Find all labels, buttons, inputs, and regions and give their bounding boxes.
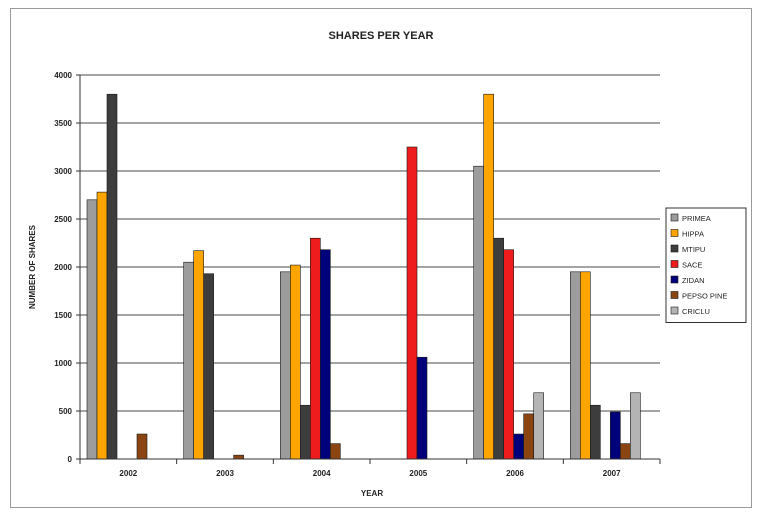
y-tick-label: 2500 [54, 215, 72, 224]
bar-hippa-2003 [193, 250, 204, 460]
bar-primea-2002 [86, 199, 98, 460]
bar-pepso-pine-2003 [233, 454, 244, 460]
x-tick-label: 2005 [409, 469, 427, 478]
legend-label: HIPPA [682, 230, 704, 239]
legend-swatch [670, 260, 679, 268]
legend-box [665, 207, 747, 323]
legend-label: MTIPU [682, 245, 705, 254]
legend-label: ZIDAN [682, 276, 705, 285]
chart-title: SHARES PER YEAR [329, 30, 434, 42]
x-tick-label: 2006 [506, 469, 524, 478]
x-tick-label: 2004 [313, 469, 331, 478]
legend-swatch [670, 275, 679, 284]
bars [86, 93, 641, 460]
bar-zidan-2006 [513, 433, 524, 460]
bar-primea-2004 [280, 271, 291, 460]
bar-criclu-2007 [630, 392, 641, 460]
gridlines [76, 74, 660, 460]
bar-mtipu-2007 [590, 404, 601, 460]
x-tick-label: 2002 [119, 469, 137, 478]
bar-zidan-2004 [320, 249, 331, 460]
legend-label: SACE [682, 261, 702, 270]
x-tick-label: 2007 [603, 469, 621, 478]
bar-zidan-2007 [610, 411, 621, 460]
bar-zidan-2005 [416, 356, 428, 460]
legend-label: PEPSO PINE [682, 292, 727, 301]
bar-sace-2004 [310, 237, 321, 460]
bar-sace-2006 [503, 249, 514, 460]
bar-primea-2003 [183, 261, 194, 460]
legend: PRIMEA HIPPA MTIPU SACE ZIDAN PEPSO PINE CRICL… [665, 207, 747, 323]
legend-swatch [670, 306, 679, 315]
bar-hippa-2002 [96, 191, 108, 460]
bar-criclu-2006 [533, 392, 544, 460]
legend-label: PRIMEA [682, 214, 711, 223]
bar-primea-2007 [570, 271, 581, 460]
legend-swatch [670, 291, 679, 299]
bar-pepso-pine-2006 [523, 413, 534, 460]
legend-swatch [670, 213, 679, 222]
bar-pepso-pine-2004 [330, 443, 341, 460]
y-tick-label: 0 [68, 455, 73, 464]
y-tick-label: 1500 [54, 311, 72, 320]
y-tick-label: 500 [59, 407, 73, 416]
y-tick-label: 4000 [54, 71, 72, 80]
bar-pepso-pine-2007 [620, 443, 631, 460]
legend-label: CRICLU [682, 307, 710, 316]
x-tick-label: 2003 [216, 469, 234, 478]
x-tick-labels: 2002 2003 2004 2005 2006 2007 [119, 469, 621, 478]
y-tick-label: 2000 [54, 263, 72, 272]
y-tick-label: 1000 [54, 359, 72, 368]
y-tick-label: 3000 [54, 167, 72, 176]
bar-mtipu-2003 [203, 273, 214, 460]
bar-primea-2006 [473, 165, 484, 460]
y-tick-labels: 0 500 1000 1500 2000 2500 3000 3500 4000 [54, 71, 72, 464]
legend-swatch [670, 229, 679, 237]
bar-mtipu-2006 [493, 237, 504, 460]
bar-hippa-2004 [290, 264, 301, 460]
bar-mtipu-2004 [300, 404, 311, 460]
bar-hippa-2007 [580, 271, 591, 460]
y-axis-title: NUMBER OF SHARES [28, 224, 37, 309]
bar-hippa-2006 [483, 93, 494, 460]
bar-sace-2005 [406, 146, 418, 460]
chart-frame [10, 8, 752, 508]
axes [79, 75, 661, 464]
legend-swatch [670, 244, 679, 253]
y-tick-label: 3500 [54, 119, 72, 128]
x-axis-title: YEAR [361, 489, 383, 498]
bar-mtipu-2002 [106, 93, 118, 460]
bar-pepso-pine-2002 [136, 433, 148, 460]
